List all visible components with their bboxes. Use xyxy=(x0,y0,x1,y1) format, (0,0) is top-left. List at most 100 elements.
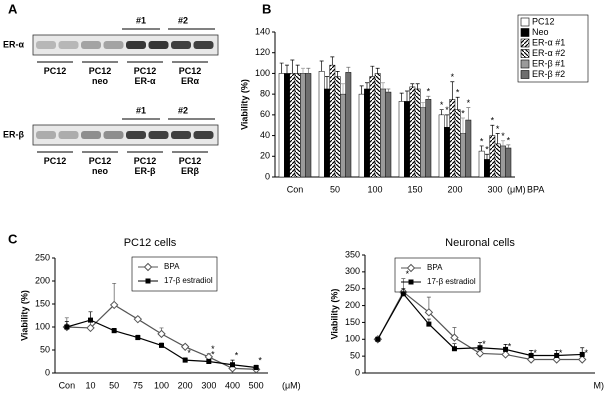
y-tick-label: 100 xyxy=(35,321,50,331)
marker xyxy=(451,346,457,352)
error-bar xyxy=(421,102,425,108)
error-bar xyxy=(415,83,420,89)
bar xyxy=(484,159,490,178)
marker xyxy=(180,342,190,351)
blot-band xyxy=(193,131,214,139)
significance: * xyxy=(427,87,431,97)
error-bar xyxy=(346,66,351,73)
lane-label: PC12 ER-α xyxy=(134,66,157,86)
y-axis-label: Viability (%) xyxy=(239,79,249,130)
error-bar xyxy=(365,82,369,89)
y-tick-label: 200 xyxy=(35,275,50,285)
error-bar xyxy=(485,153,489,160)
y-tick-label: 140 xyxy=(255,26,270,36)
marker xyxy=(528,352,534,358)
y-tick-label: 80 xyxy=(260,89,270,99)
significance: * xyxy=(456,88,460,98)
significance: * xyxy=(491,116,495,126)
blot-frame xyxy=(32,124,219,146)
significance: * xyxy=(482,339,486,349)
error-bar xyxy=(495,133,500,144)
marker xyxy=(501,350,510,359)
bar xyxy=(489,135,496,178)
lane-label: PC12 xyxy=(44,66,67,76)
marker xyxy=(86,323,95,333)
error-bar xyxy=(359,85,364,95)
legend-marker xyxy=(145,278,151,284)
significance: * xyxy=(559,348,563,358)
blot-beta: ER-β #1 #2 xyxy=(3,105,219,153)
marker xyxy=(109,300,119,310)
x-tick-label: 50 xyxy=(109,380,119,390)
legend-box xyxy=(131,256,218,292)
legend-swatch xyxy=(520,17,530,27)
bar xyxy=(454,109,461,178)
chart-title: PC12 cells xyxy=(124,237,177,249)
x-tick-label: Con xyxy=(59,380,76,390)
bar xyxy=(318,71,325,178)
x-tick-label: 200 xyxy=(178,380,193,390)
error-bar xyxy=(490,124,495,136)
bar xyxy=(345,72,352,178)
marker xyxy=(157,329,166,339)
marker xyxy=(133,314,143,324)
y-tick-label: 250 xyxy=(345,283,360,293)
x-tick-label: Con xyxy=(287,184,304,194)
marker xyxy=(64,324,70,330)
blot-alpha: ER-α #1 #2 xyxy=(3,15,219,63)
legend-marker xyxy=(143,262,153,272)
legend-label: ER-β #1 xyxy=(532,58,565,68)
error-bar xyxy=(335,71,340,77)
x-tick-label: 300 xyxy=(487,184,502,194)
marker xyxy=(88,317,93,323)
blot-band xyxy=(148,41,169,49)
legend-label: ER-α #2 xyxy=(532,48,565,58)
clone-label: #1 xyxy=(136,15,146,25)
marker xyxy=(450,333,459,342)
marker xyxy=(375,336,381,342)
bar xyxy=(409,86,416,178)
clone-label: #2 xyxy=(178,15,188,25)
y-tick-label: 150 xyxy=(35,298,50,308)
error-bar xyxy=(330,56,335,66)
legend-label: BPA xyxy=(427,263,443,272)
marker xyxy=(111,328,117,334)
significance: * xyxy=(533,348,537,358)
error-bar xyxy=(285,64,289,74)
legend-swatch xyxy=(520,59,530,69)
bar xyxy=(404,101,410,178)
error-bar xyxy=(426,95,431,100)
error-bar xyxy=(461,117,465,134)
lane-label: PC12 neo xyxy=(89,156,112,176)
bar xyxy=(289,73,296,178)
marker xyxy=(477,345,483,351)
x-tick-label: 75 xyxy=(133,380,143,390)
blot-band xyxy=(36,131,56,139)
marker xyxy=(578,355,587,364)
error-bar xyxy=(279,62,284,74)
y-tick-label: 40 xyxy=(260,130,270,140)
x-tick-label: 100 xyxy=(154,380,169,390)
blot-band xyxy=(58,41,79,49)
error-bar xyxy=(479,145,484,152)
lane-label: PC12 ERα xyxy=(179,66,202,86)
x-tick-label: 400 xyxy=(225,380,240,390)
y-tick-label: 350 xyxy=(345,249,360,259)
blot-band xyxy=(126,41,146,49)
x-unit: (μM) xyxy=(507,184,526,194)
bar xyxy=(478,150,485,178)
marker xyxy=(579,351,585,357)
bar xyxy=(500,145,506,178)
x-unit: M) xyxy=(594,380,605,390)
significance: * xyxy=(480,136,484,146)
legend-label: 17-β estradiol xyxy=(427,277,476,286)
bar xyxy=(324,88,330,178)
error-bar xyxy=(410,83,415,87)
y-tick-label: 0 xyxy=(355,367,360,377)
lane-label: PC12 ERβ xyxy=(179,156,202,176)
clone-label: #2 xyxy=(178,105,188,115)
significance: * xyxy=(508,341,512,351)
bar xyxy=(305,73,312,178)
blot-band xyxy=(171,131,191,139)
